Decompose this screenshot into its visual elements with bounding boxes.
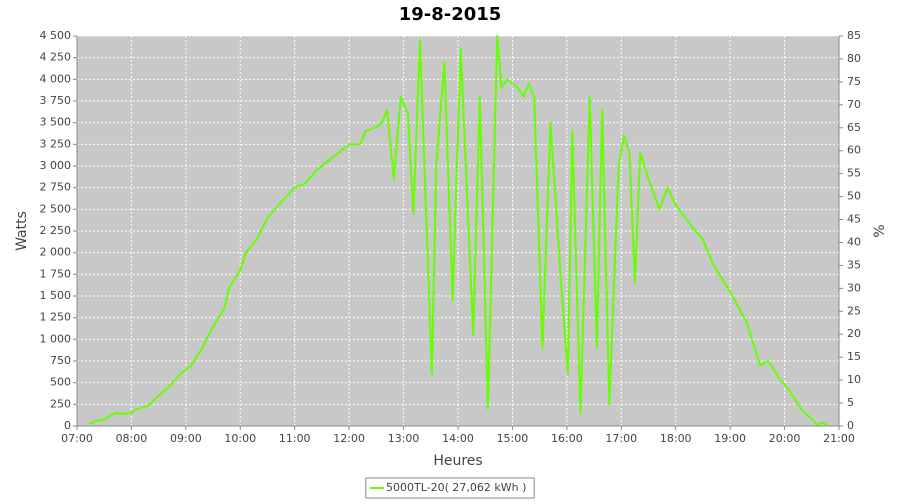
- y-tick-label: 4 250: [40, 51, 72, 64]
- y-tick-label: 0: [64, 419, 71, 432]
- chart-title: 19-8-2015: [399, 4, 502, 25]
- y2-tick-label: 85: [847, 29, 861, 42]
- x-tick-label: 14:00: [442, 432, 474, 445]
- y-tick-label: 4 000: [40, 72, 72, 85]
- y-tick-label: 3 750: [40, 94, 72, 107]
- y2-tick-label: 40: [847, 235, 861, 248]
- y-tick-label: 1 250: [40, 311, 72, 324]
- y2-tick-label: 65: [847, 121, 861, 134]
- y-tick-label: 2 500: [40, 202, 72, 215]
- legend-box: [365, 477, 535, 499]
- y-tick-label: 3 000: [40, 159, 72, 172]
- x-axis-title: Heures: [433, 453, 482, 469]
- y-tick-label: 4 500: [40, 29, 72, 42]
- y2-tick-label: 5: [847, 396, 854, 409]
- x-tick-label: 15:00: [497, 432, 529, 445]
- x-tick-label: 07:00: [61, 432, 93, 445]
- y-tick-label: 1 750: [40, 267, 72, 280]
- y2-tick-label: 80: [847, 52, 861, 65]
- y-tick-label: 500: [50, 376, 71, 389]
- y2-tick-label: 70: [847, 98, 861, 111]
- y2-tick-label: 35: [847, 258, 861, 271]
- x-tick-label: 18:00: [660, 432, 692, 445]
- x-tick-label: 11:00: [279, 432, 311, 445]
- y-axis-title: Watts: [14, 211, 30, 251]
- legend: 5000TL-20( 27,062 kWh ): [365, 477, 535, 499]
- y-tick-label: 2 250: [40, 224, 72, 237]
- y-tick-label: 250: [50, 397, 71, 410]
- x-tick-label: 12:00: [333, 432, 365, 445]
- y2-tick-label: 75: [847, 75, 861, 88]
- y-tick-label: 1 500: [40, 289, 72, 302]
- legend-label: 5000TL-20( 27,062 kWh ): [386, 481, 526, 494]
- x-tick-label: 08:00: [116, 432, 148, 445]
- y2-tick-label: 50: [847, 190, 861, 203]
- y2-tick-label: 30: [847, 281, 861, 294]
- y2-tick-label: 60: [847, 144, 861, 157]
- x-tick-label: 13:00: [388, 432, 420, 445]
- x-tick-label: 09:00: [170, 432, 202, 445]
- y2-tick-label: 45: [847, 213, 861, 226]
- y-tick-label: 2 750: [40, 181, 72, 194]
- y-tick-label: 2 000: [40, 246, 72, 259]
- y2-tick-label: 25: [847, 304, 861, 317]
- series-line: [88, 35, 829, 427]
- x-tick-label: 20:00: [769, 432, 801, 445]
- x-tick-label: 21:00: [823, 432, 855, 445]
- y2-axis-title: %: [872, 224, 888, 237]
- y2-tick-label: 55: [847, 167, 861, 180]
- y-tick-label: 3 500: [40, 116, 72, 129]
- x-tick-label: 16:00: [551, 432, 583, 445]
- x-tick-label: 17:00: [605, 432, 637, 445]
- x-tick-label: 10:00: [224, 432, 256, 445]
- y2-tick-label: 10: [847, 373, 861, 386]
- y-tick-label: 3 250: [40, 137, 72, 150]
- y-tick-label: 750: [50, 354, 71, 367]
- y2-tick-label: 20: [847, 327, 861, 340]
- y2-tick-label: 0: [847, 419, 854, 432]
- x-tick-label: 19:00: [714, 432, 746, 445]
- y-tick-label: 1 000: [40, 332, 72, 345]
- y2-tick-label: 15: [847, 350, 861, 363]
